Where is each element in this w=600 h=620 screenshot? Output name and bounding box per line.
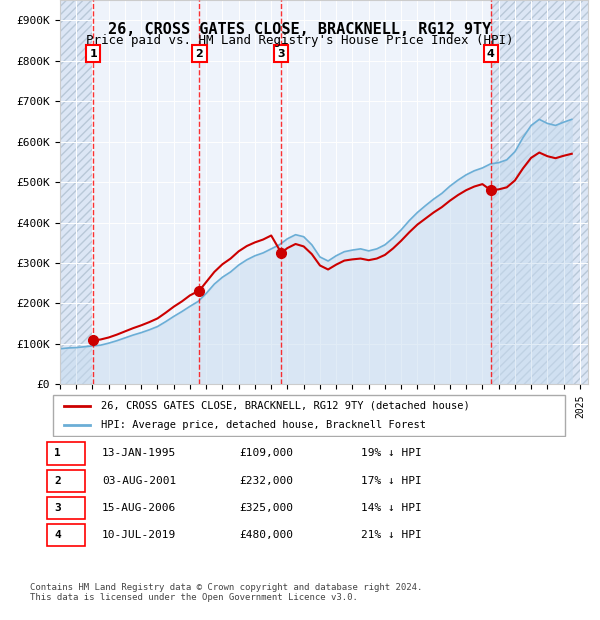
Text: 19% ↓ HPI: 19% ↓ HPI (361, 448, 422, 458)
Text: 15-AUG-2006: 15-AUG-2006 (102, 503, 176, 513)
Text: 2: 2 (196, 49, 203, 59)
FancyBboxPatch shape (47, 497, 85, 519)
Text: Price paid vs. HM Land Registry's House Price Index (HPI): Price paid vs. HM Land Registry's House … (86, 34, 514, 47)
Text: 3: 3 (54, 503, 61, 513)
FancyBboxPatch shape (47, 442, 85, 464)
Text: 21% ↓ HPI: 21% ↓ HPI (361, 530, 422, 540)
Text: 14% ↓ HPI: 14% ↓ HPI (361, 503, 422, 513)
Text: HPI: Average price, detached house, Bracknell Forest: HPI: Average price, detached house, Brac… (101, 420, 426, 430)
Text: 2: 2 (54, 476, 61, 485)
Text: 26, CROSS GATES CLOSE, BRACKNELL, RG12 9TY (detached house): 26, CROSS GATES CLOSE, BRACKNELL, RG12 9… (101, 401, 470, 411)
Text: 26, CROSS GATES CLOSE, BRACKNELL, RG12 9TY: 26, CROSS GATES CLOSE, BRACKNELL, RG12 9… (109, 22, 491, 37)
Text: 10-JUL-2019: 10-JUL-2019 (102, 530, 176, 540)
Text: £480,000: £480,000 (240, 530, 294, 540)
Text: 4: 4 (54, 530, 61, 540)
Text: 17% ↓ HPI: 17% ↓ HPI (361, 476, 422, 485)
Text: 3: 3 (277, 49, 285, 59)
Text: Contains HM Land Registry data © Crown copyright and database right 2024.
This d: Contains HM Land Registry data © Crown c… (30, 583, 422, 602)
Text: 1: 1 (89, 49, 97, 59)
Text: 4: 4 (487, 49, 495, 59)
Text: £109,000: £109,000 (240, 448, 294, 458)
Text: 1: 1 (54, 448, 61, 458)
Bar (491, 0, 588, 384)
Text: £232,000: £232,000 (240, 476, 294, 485)
Text: £325,000: £325,000 (240, 503, 294, 513)
FancyBboxPatch shape (53, 394, 565, 436)
Text: 13-JAN-1995: 13-JAN-1995 (102, 448, 176, 458)
Bar (60, 0, 93, 384)
Text: 03-AUG-2001: 03-AUG-2001 (102, 476, 176, 485)
FancyBboxPatch shape (47, 524, 85, 546)
FancyBboxPatch shape (47, 469, 85, 492)
